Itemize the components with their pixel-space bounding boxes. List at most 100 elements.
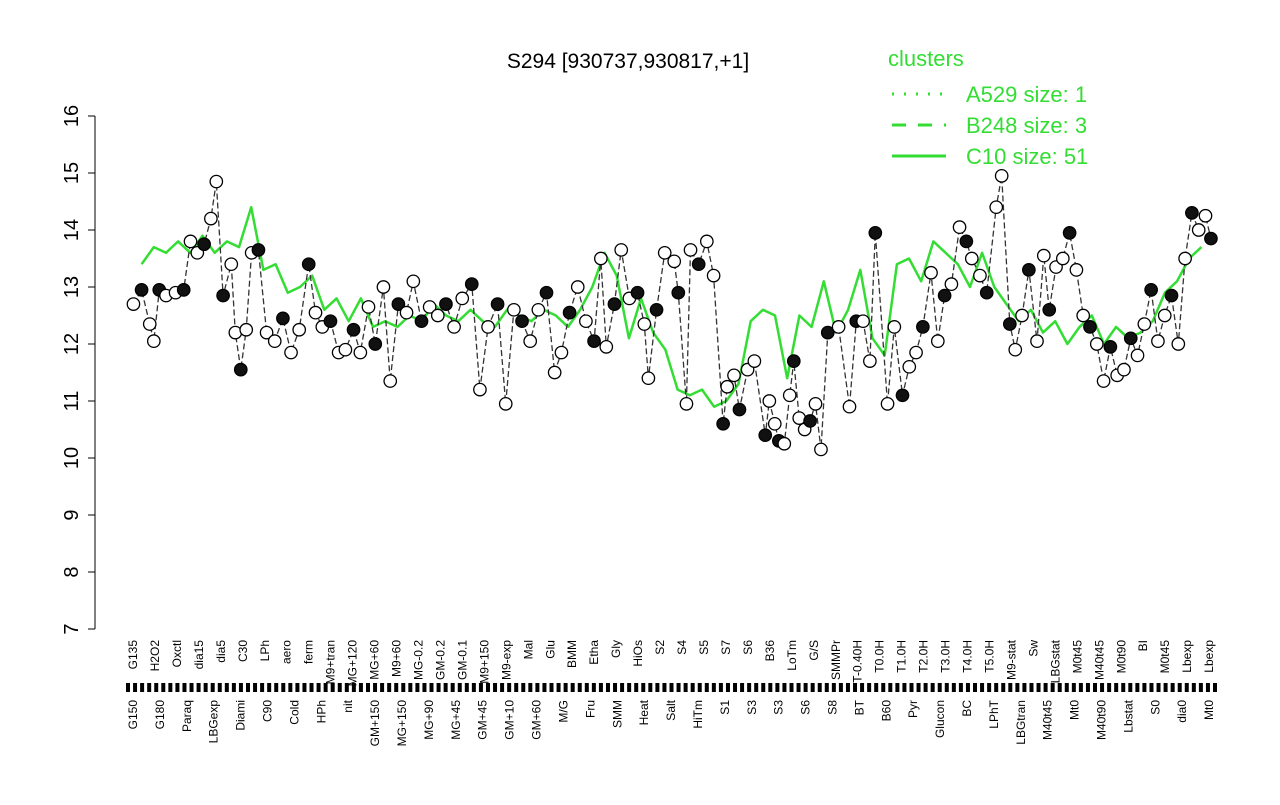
points-layer (126, 169, 1218, 457)
data-point (1130, 348, 1145, 363)
x-tick-label-upper: Sw (1026, 640, 1040, 657)
x-tick-label-lower: BT (852, 699, 866, 715)
data-point (777, 436, 792, 451)
series-layer (140, 205, 1203, 408)
data-point (944, 277, 959, 291)
data-point (1144, 282, 1158, 297)
x-tick-label-lower: B60 (879, 700, 893, 722)
x-tick-label-upper: T3.0H (939, 640, 953, 673)
x-tick-label-lower: Cold (287, 700, 301, 725)
data-point (1151, 334, 1165, 348)
data-point (831, 320, 846, 334)
x-tick-label-upper: Lbexp (1180, 640, 1194, 673)
data-point (209, 174, 224, 189)
x-tick-label-upper: ferm (302, 640, 316, 664)
x-tick-label-upper: GM-0.2 (433, 640, 447, 680)
data-point (767, 416, 782, 431)
data-point (473, 382, 487, 397)
x-tick-label-lower: Salt (664, 699, 678, 720)
data-point (657, 245, 672, 260)
data-point (1198, 208, 1213, 223)
data-point (498, 396, 513, 411)
x-tick-label-lower: SMM (610, 700, 624, 728)
data-point (251, 243, 266, 257)
data-point (808, 396, 823, 411)
x-tick-label-upper: MG-0.2 (412, 640, 426, 680)
data-point (1137, 317, 1152, 331)
data-point (1089, 337, 1104, 351)
data-point (1069, 263, 1084, 277)
data-point (547, 365, 562, 380)
x-tick-label-upper: dia15 (192, 640, 206, 670)
x-tick-label-upper: S5 (697, 640, 711, 655)
data-point (593, 251, 608, 266)
data-point (376, 280, 391, 294)
data-point (490, 297, 505, 311)
x-tick-label-upper: LoTm (785, 640, 799, 671)
data-point (353, 345, 368, 360)
x-tick-label-lower: Fru (583, 700, 597, 718)
x-tick-label-lower: HPh (314, 700, 328, 723)
legend: clusters A529 size: 1 B248 size: 3 C10 s… (888, 46, 1088, 169)
data-point (820, 325, 835, 340)
x-tick-label-lower: MG+45 (449, 700, 463, 740)
data-point (406, 274, 421, 289)
data-point (570, 280, 585, 294)
y-tick-label: 15 (61, 162, 83, 184)
data-point (1171, 337, 1186, 351)
data-point (197, 237, 211, 252)
y-tick-label: 7 (61, 623, 83, 634)
data-point (422, 300, 437, 314)
x-tick-label-lower: G150 (126, 700, 140, 730)
data-point (579, 314, 593, 329)
x-tick-label-lower: MG+90 (422, 700, 436, 740)
x-tick-label-upper: M9-exp (499, 640, 513, 680)
x-tick-label-upper: LBGstat (1048, 639, 1062, 683)
x-tick-label-lower: S1 (718, 700, 732, 715)
data-point (786, 354, 801, 368)
x-tick-label-upper: Glu (543, 640, 557, 659)
data-point (1164, 288, 1179, 303)
x-tick-label-upper: M9-stat (1004, 639, 1018, 680)
data-point (224, 257, 239, 272)
data-point (267, 334, 282, 348)
data-point (531, 302, 546, 317)
x-tick-label-lower: nit (341, 699, 355, 712)
x-tick-label-upper: S6 (741, 640, 755, 655)
data-point (239, 322, 254, 337)
x-tick-label-upper: M9+150 (477, 640, 491, 684)
x-tick-label-lower: Pyr (906, 700, 920, 718)
x-tick-label-upper: T4.0H (961, 640, 975, 673)
x-tick-label-lower: MG+150 (395, 700, 409, 747)
x-tick-label-lower: S3 (772, 700, 786, 715)
data-point (782, 388, 797, 403)
x-tick-label-upper: T-0.40H (851, 640, 865, 683)
data-point (554, 345, 569, 360)
x-tick-label-upper: Mal (521, 640, 535, 659)
legend-title: clusters (888, 46, 964, 71)
y-tick-label: 10 (61, 447, 83, 469)
data-point (994, 169, 1009, 183)
x-tick-label-upper: T5.0H (983, 640, 997, 673)
data-point (952, 220, 967, 234)
data-point (973, 268, 987, 283)
x-tick-label-lower: GM+45 (476, 700, 490, 740)
x-tick-label-upper: S7 (719, 640, 733, 655)
data-point (1062, 226, 1077, 240)
data-point (1185, 206, 1199, 220)
x-tick-label-upper: S4 (675, 640, 689, 655)
x-tick-label-upper: Oxctl (170, 640, 184, 667)
legend-entry-b248: B248 size: 3 (966, 113, 1087, 138)
x-tick-label-upper: M40t45 (1092, 640, 1106, 680)
data-point (523, 334, 538, 348)
data-point (607, 297, 622, 311)
data-point (679, 396, 694, 411)
x-tick-label-lower: Mt0 (1202, 700, 1216, 720)
x-tick-label-upper: M9+60 (390, 640, 404, 677)
data-point (1123, 331, 1138, 346)
data-point (562, 305, 577, 320)
data-point (599, 339, 614, 354)
data-point (699, 234, 714, 249)
data-point (464, 277, 479, 291)
